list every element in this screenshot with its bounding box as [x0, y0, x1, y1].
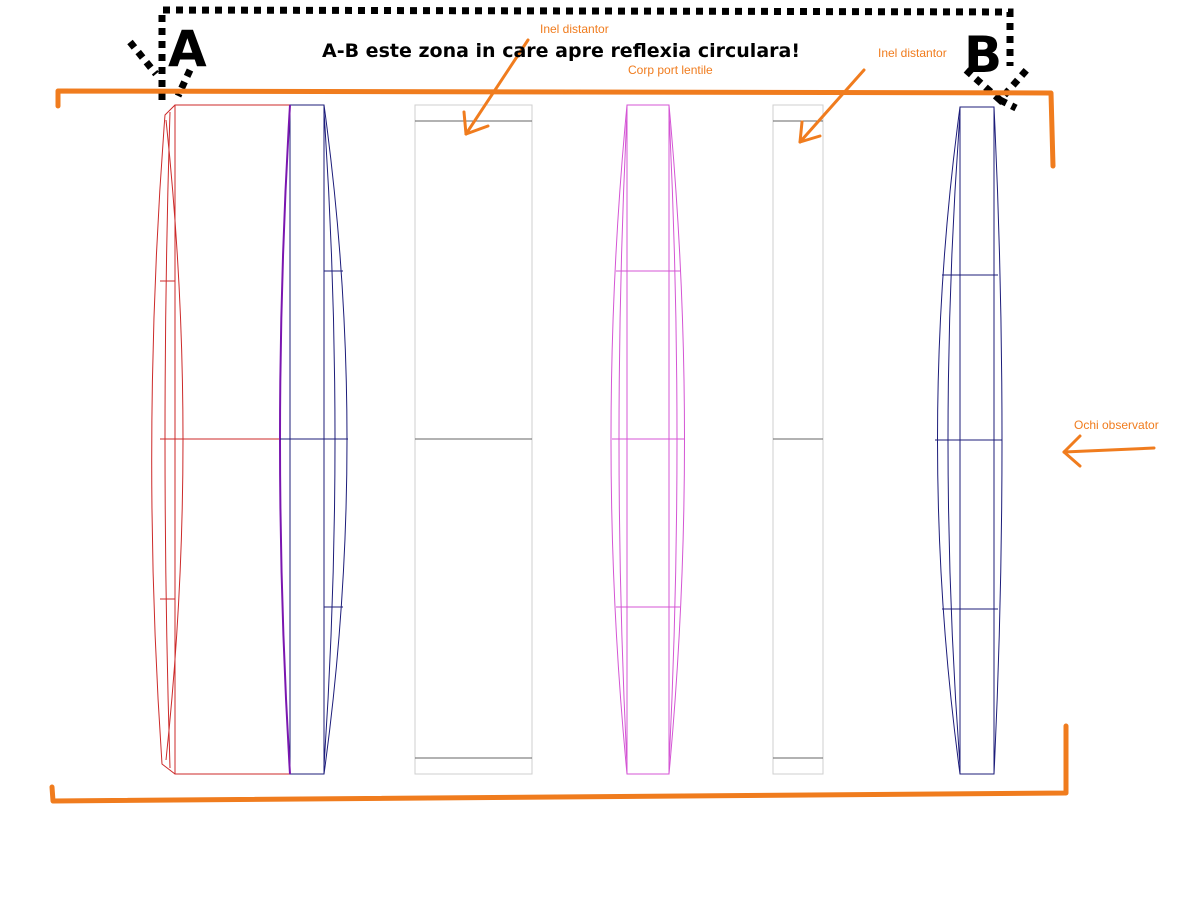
- observer-arrow-head: [1062, 434, 1082, 468]
- pointer-arrows: [462, 38, 1156, 468]
- a-dotted-tick-right: [174, 68, 194, 98]
- arrow-to-spacer-1-head: [462, 110, 490, 136]
- spacer-ring-1: [414, 104, 533, 775]
- bracket-top: [55, 88, 1056, 169]
- spacer-ring-1-label: Inel distantor: [540, 22, 609, 36]
- observer-eye-label: Ochi observator: [1074, 418, 1159, 432]
- lens-element-4: [935, 106, 1003, 775]
- ab-zone-dotted-outline: [158, 6, 1014, 100]
- lens-element-1-front-curve-inner: [165, 119, 184, 761]
- ab-zone-marker: [127, 6, 1033, 112]
- lens-body-label: Corp port lentile: [628, 63, 713, 77]
- diagram-title: A-B este zona in care apre reflexia circ…: [322, 40, 800, 62]
- arrow-icon: [462, 38, 530, 136]
- arrow-to-spacer-1-shaft: [464, 38, 530, 136]
- point-b-label: B: [964, 26, 1003, 84]
- lens-element-3-front-face: [610, 104, 628, 775]
- spacer-ring-2: [772, 104, 824, 775]
- lens-element-1: [151, 104, 291, 775]
- observer-arrow-shaft: [1062, 446, 1156, 454]
- bracket-bottom: [49, 723, 1069, 804]
- lens-element-2-back-face: [323, 104, 348, 775]
- arrow-icon: [798, 68, 866, 144]
- lens-element-2: [279, 104, 348, 775]
- lens-element-1-front-curve-outer: [151, 104, 176, 775]
- lens-element-3: [610, 104, 685, 775]
- b-dotted-bottom: [998, 96, 1018, 112]
- arrow-to-spacer-2-head: [798, 120, 822, 144]
- left-arrow-icon: [1062, 434, 1156, 468]
- spacer-ring-2-label: Inel distantor: [878, 46, 947, 60]
- lens-element-3-back-face: [668, 104, 685, 775]
- lens-element-2-front-face: [279, 104, 291, 775]
- lens-body-bracket: [49, 88, 1069, 804]
- arrow-to-spacer-2-shaft: [798, 68, 866, 144]
- a-dotted-tick-left: [127, 39, 159, 77]
- point-a-label: A: [168, 20, 207, 78]
- lens-element-1-front-curve-mid: [164, 111, 171, 769]
